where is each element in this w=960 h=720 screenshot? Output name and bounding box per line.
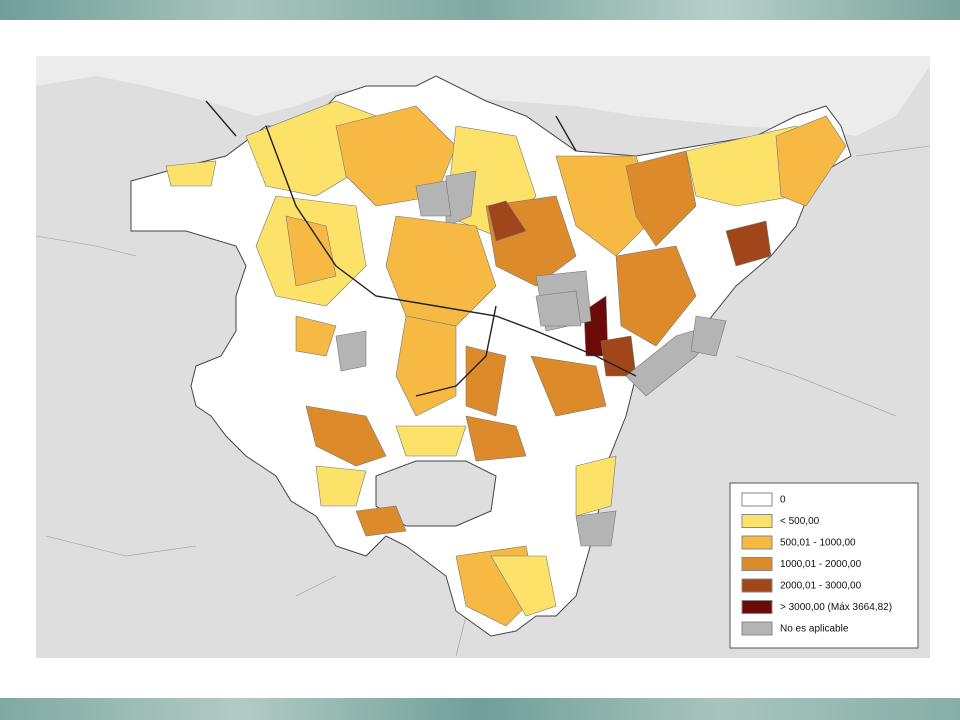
map: 0 < 500,00 500,01 - 1000,00 1000,01 - 2000,… xyxy=(36,56,930,658)
legend-label: No es aplicable xyxy=(780,624,849,635)
legend-label: < 500,00 xyxy=(780,516,820,527)
legend-swatch xyxy=(741,600,773,614)
legend-swatch xyxy=(741,492,773,507)
municipality xyxy=(395,315,457,417)
legend-label: 2000,01 - 3000,00 xyxy=(780,581,862,592)
municipality xyxy=(490,555,557,617)
municipality xyxy=(530,355,607,417)
municipality xyxy=(305,405,387,467)
municipality xyxy=(625,150,697,247)
legend: 0 < 500,00 500,01 - 1000,00 1000,01 - 2000,… xyxy=(729,482,919,649)
footer-band xyxy=(0,698,960,720)
legend-swatch xyxy=(741,578,773,593)
municipality xyxy=(725,220,772,267)
legend-label: 0 xyxy=(780,495,786,506)
municipality xyxy=(775,115,847,207)
municipality xyxy=(165,160,217,187)
legend-swatch xyxy=(741,557,773,571)
legend-swatch xyxy=(741,535,773,550)
sea xyxy=(36,56,930,136)
legend-swatch xyxy=(741,621,773,636)
external-borders xyxy=(36,145,930,657)
municipality xyxy=(535,290,582,327)
legend-label: 1000,01 - 2000,00 xyxy=(780,559,862,570)
municipality xyxy=(615,245,697,347)
header-band xyxy=(0,0,960,20)
legend-label: > 3000,00 (Máx 3664,82) xyxy=(780,602,892,613)
municipality xyxy=(335,330,367,372)
municipality xyxy=(395,425,467,457)
municipality xyxy=(295,315,337,357)
municipality xyxy=(315,465,367,507)
municipalities xyxy=(165,100,847,627)
municipality xyxy=(465,415,527,462)
municipality xyxy=(415,180,452,217)
municipality xyxy=(690,315,727,357)
legend-label: 500,01 - 1000,00 xyxy=(780,538,856,549)
municipality xyxy=(285,215,337,287)
municipality xyxy=(575,510,617,547)
municipality xyxy=(487,200,527,242)
municipality xyxy=(600,335,637,377)
municipality xyxy=(575,455,617,517)
province-borders xyxy=(205,100,637,397)
municipality xyxy=(355,505,407,537)
legend-swatch xyxy=(741,514,773,528)
municipality xyxy=(465,345,507,417)
